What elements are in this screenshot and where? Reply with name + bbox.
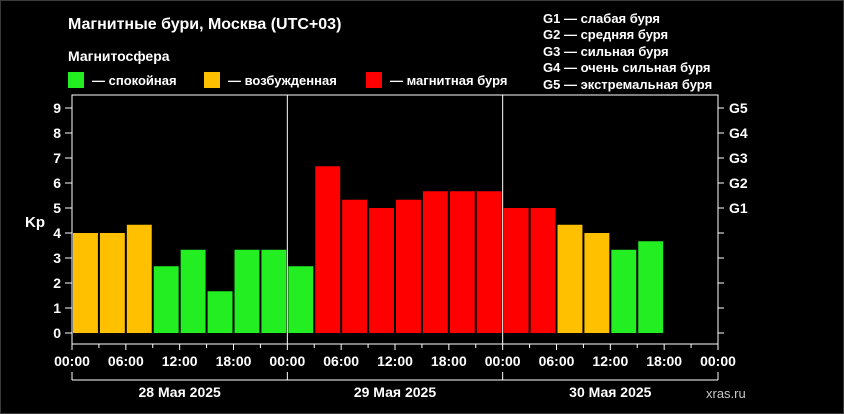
y-axis-label: Kp (25, 214, 45, 231)
x-tick-label: 00:00 (54, 353, 90, 369)
x-tick-label: 00:00 (485, 353, 521, 369)
kp-bar (261, 249, 287, 333)
kp-bar (396, 199, 421, 333)
kp-bar (638, 241, 664, 333)
y-tick-label: 5 (53, 200, 61, 216)
x-tick-label: 12:00 (162, 353, 198, 369)
day-label: 29 Мая 2025 (354, 384, 436, 400)
kp-bar (126, 224, 152, 333)
watermark: xras.ru (706, 386, 746, 401)
legend-label-active: — возбужденная (228, 72, 337, 88)
g-scale-item: G5 — экстремальная буря (543, 76, 713, 92)
legend-item-quiet: — спокойная (68, 72, 177, 88)
x-tick-label: 06:00 (323, 353, 359, 369)
y-tick-label: 3 (53, 250, 61, 266)
x-tick-label: 12:00 (377, 353, 413, 369)
g-tick-label: G3 (729, 150, 748, 166)
x-tick-label: 18:00 (646, 353, 682, 369)
x-tick-label: 00:00 (700, 353, 736, 369)
y-tick-label: 9 (53, 100, 61, 116)
kp-bar (180, 249, 206, 333)
legend-item-active: — возбужденная (204, 72, 337, 88)
legend-label-quiet: — спокойная (92, 72, 177, 88)
x-tick-label: 00:00 (269, 353, 305, 369)
kp-bar (422, 191, 448, 333)
y-tick-label: 4 (53, 225, 61, 241)
kp-bar (611, 249, 637, 333)
kp-bar (73, 233, 98, 333)
kp-bar (342, 199, 368, 333)
g-tick-label: G1 (729, 200, 748, 216)
y-tick-label: 8 (53, 125, 61, 141)
y-tick-label: 1 (53, 300, 61, 316)
g-scale-item: G4 — очень сильная буря (543, 60, 711, 76)
y-tick-label: 7 (53, 150, 61, 166)
kp-bar (315, 166, 341, 333)
kp-bar (153, 266, 179, 333)
magnetosphere-subtitle: Магнитосфера (68, 48, 170, 64)
kp-bar (584, 233, 610, 333)
y-tick-label: 2 (53, 275, 61, 291)
day-label: 28 Мая 2025 (139, 384, 221, 400)
kp-bar (449, 191, 475, 333)
x-tick-label: 18:00 (431, 353, 467, 369)
kp-bar (557, 224, 583, 333)
kp-bar (288, 266, 314, 333)
x-tick-label: 06:00 (539, 353, 575, 369)
x-tick-label: 18:00 (216, 353, 252, 369)
kp-bar (234, 249, 260, 333)
quiet-swatch (68, 72, 84, 88)
g-tick-label: G4 (729, 125, 748, 141)
g-tick-label: G5 (729, 100, 748, 116)
kp-bar (476, 191, 502, 333)
chart-title: Магнитные бури, Москва (UTC+03) (68, 16, 342, 33)
g-scale-item: G3 — сильная буря (543, 43, 669, 59)
g-scale-item: G2 — средняя буря (543, 27, 669, 43)
storm-swatch (366, 72, 382, 88)
active-swatch (204, 72, 220, 88)
x-tick-label: 06:00 (108, 353, 144, 369)
g-scale-item: G1 — слабая буря (543, 11, 661, 26)
y-tick-label: 6 (53, 175, 61, 191)
g-tick-label: G2 (729, 175, 748, 191)
legend-label-storm: — магнитная буря (390, 72, 508, 88)
kp-bar (530, 208, 556, 333)
kp-bar (99, 233, 125, 333)
kp-bar (207, 291, 233, 333)
legend-item-storm: — магнитная буря (366, 72, 507, 88)
kp-bar (503, 208, 529, 333)
y-tick-label: 0 (53, 325, 61, 341)
g-scale-legend: G1 — слабая буря G2 — средняя буря G3 — … (543, 11, 712, 93)
day-label: 30 Мая 2025 (569, 384, 651, 400)
kp-bar (369, 208, 394, 333)
x-tick-label: 12:00 (592, 353, 628, 369)
